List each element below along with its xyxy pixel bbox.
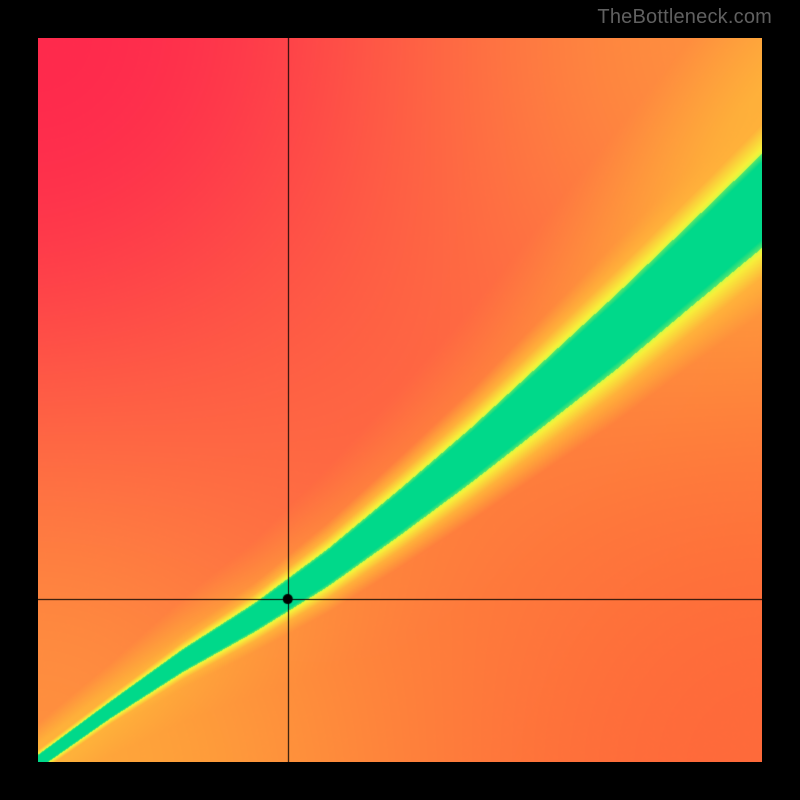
watermark-text: TheBottleneck.com <box>597 6 772 29</box>
chart-container: { "watermark": { "text": "TheBottleneck.… <box>0 0 800 800</box>
bottleneck-heatmap <box>38 38 762 762</box>
